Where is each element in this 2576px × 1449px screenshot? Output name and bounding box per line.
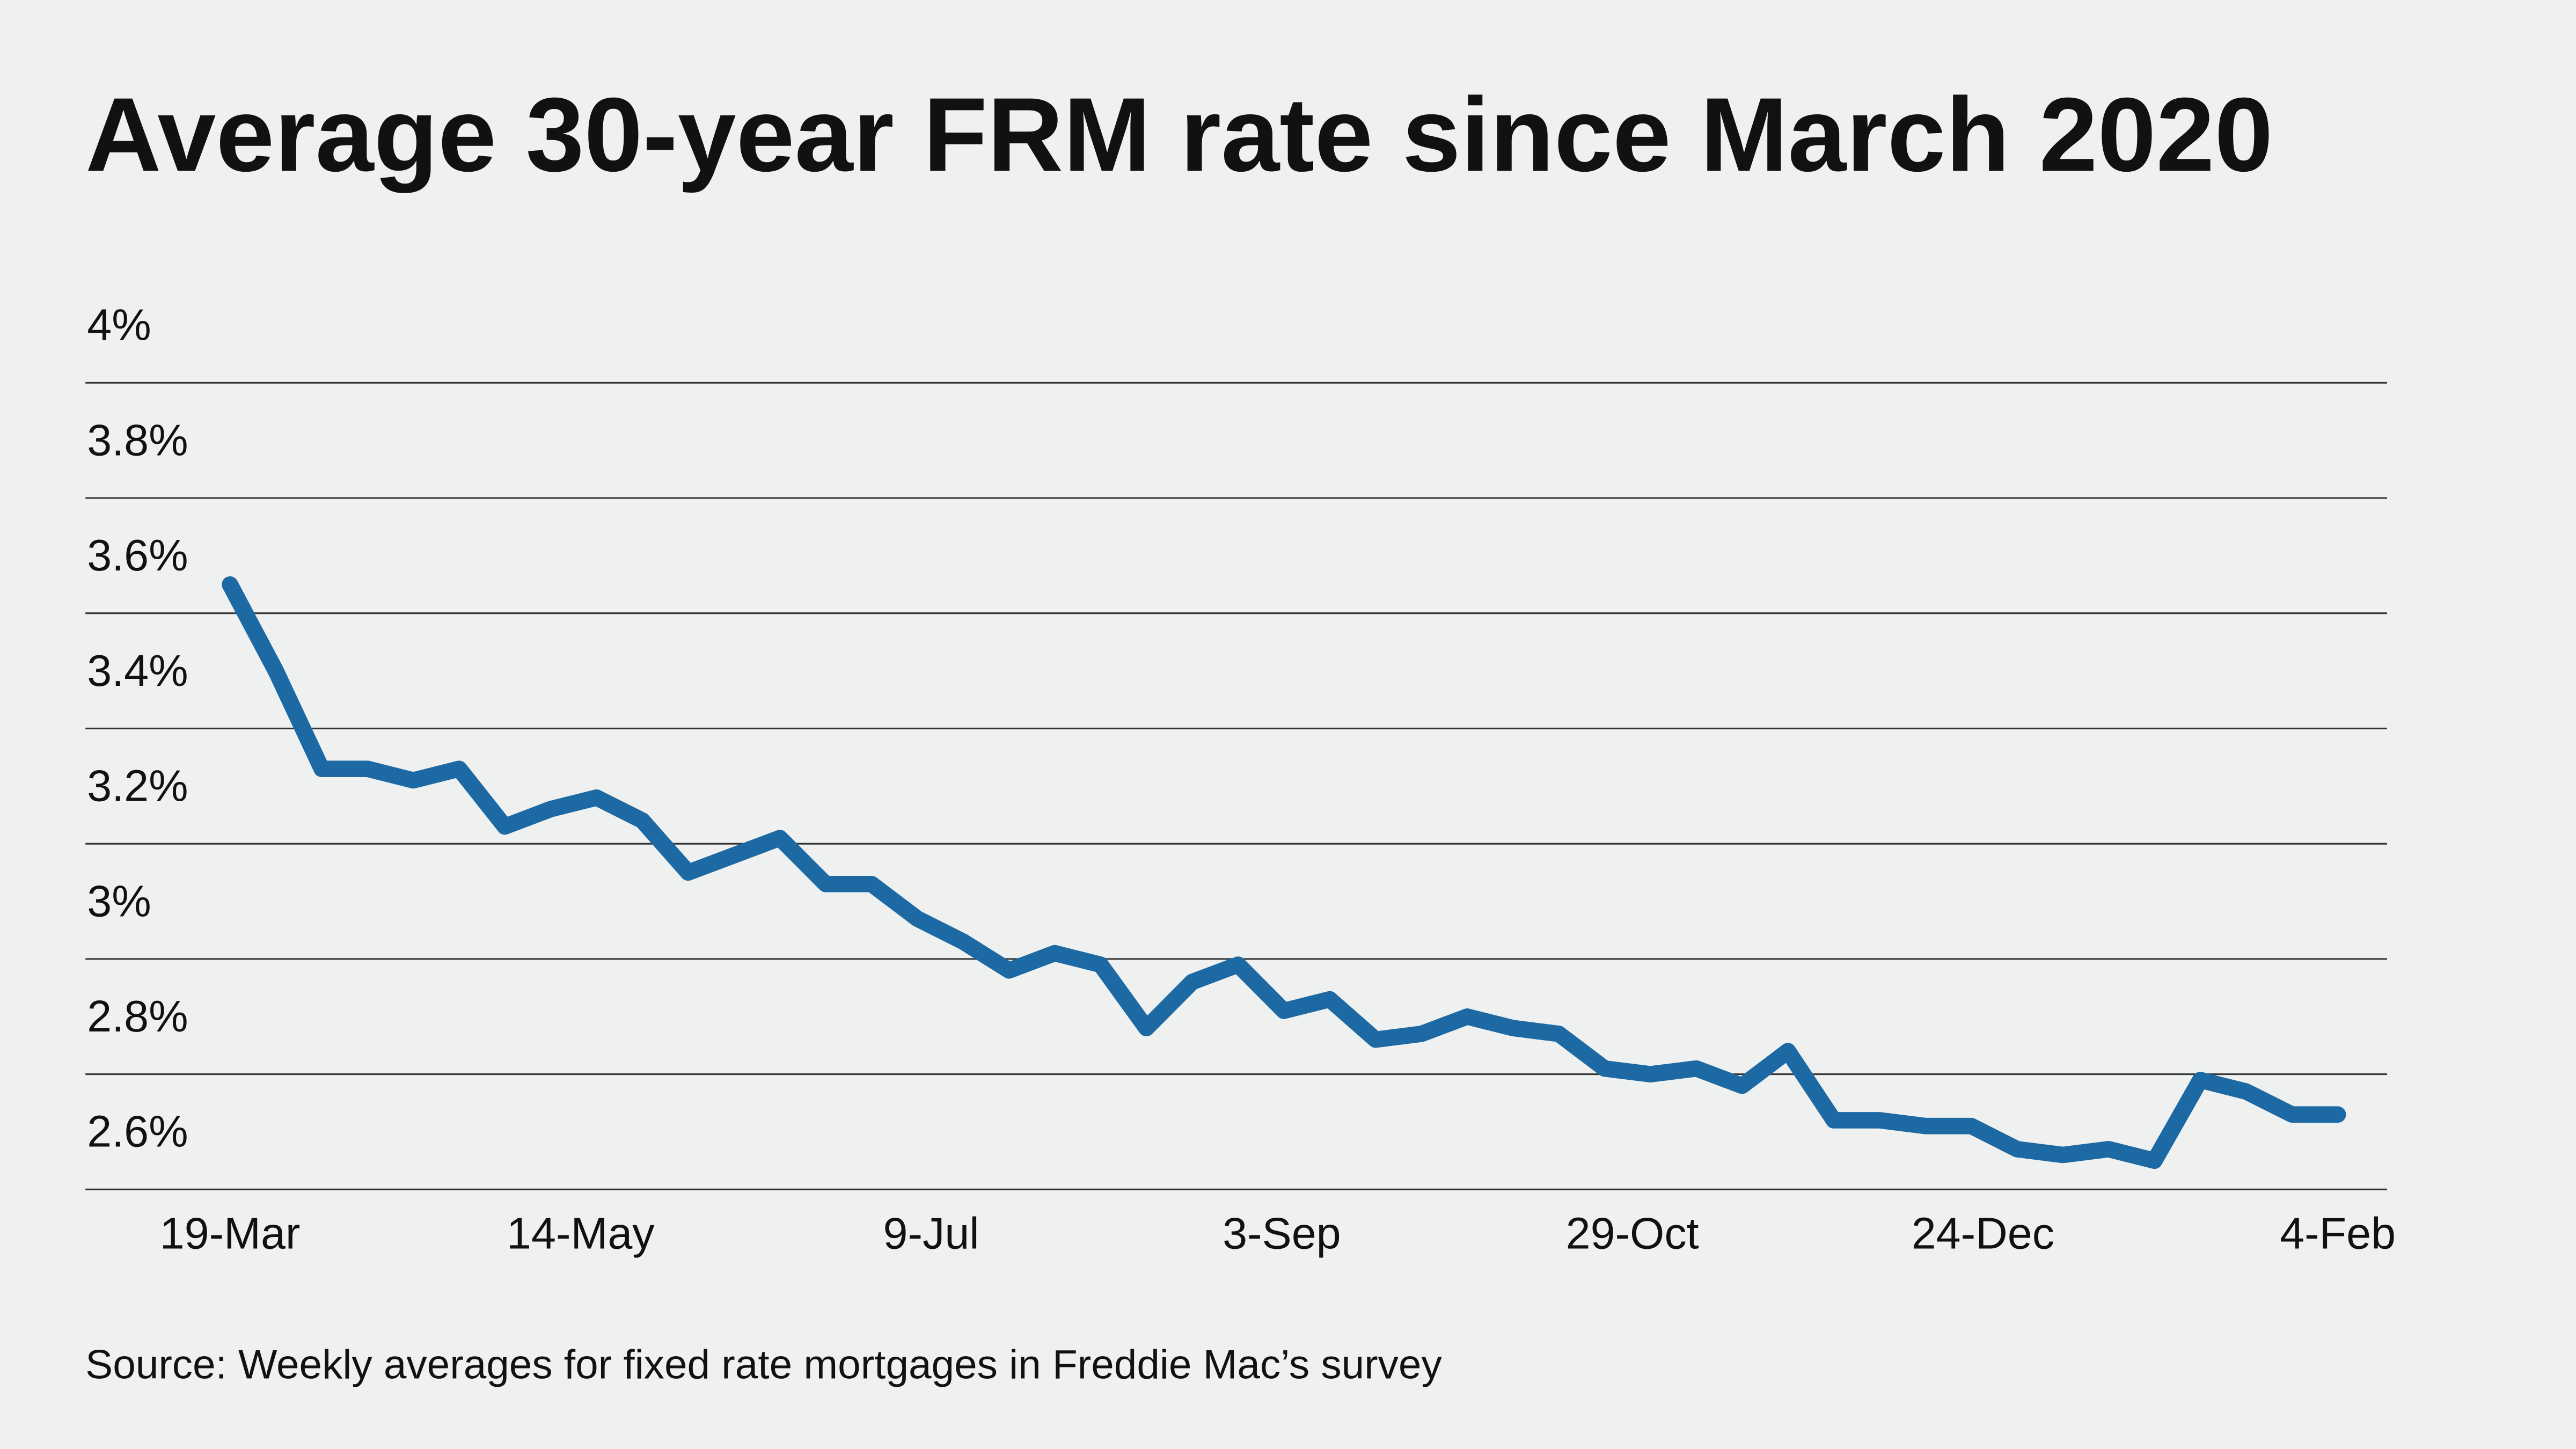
y-tick-label: 4% bbox=[87, 300, 151, 350]
x-tick-label: 24-Dec bbox=[1912, 1209, 2054, 1258]
y-tick-label: 2.8% bbox=[87, 991, 188, 1041]
data-point bbox=[1238, 964, 1239, 965]
y-tick-label: 3.4% bbox=[87, 646, 188, 696]
x-tick-label: 14-May bbox=[507, 1209, 655, 1258]
chart-title: Average 30-year FRM rate since March 202… bbox=[85, 76, 2273, 193]
data-point bbox=[1879, 1120, 1880, 1121]
x-tick-label: 9-Jul bbox=[883, 1209, 979, 1258]
y-tick-label: 2.6% bbox=[87, 1107, 188, 1157]
data-point bbox=[1329, 999, 1330, 1000]
data-point bbox=[504, 826, 506, 827]
data-point bbox=[917, 918, 918, 919]
data-point bbox=[2154, 1160, 2155, 1161]
data-point bbox=[413, 780, 414, 781]
x-tick-label: 4-Feb bbox=[2280, 1209, 2396, 1258]
y-tick-label: 3.2% bbox=[87, 761, 188, 811]
y-tick-label: 3.6% bbox=[87, 530, 188, 580]
x-tick-label: 19-Mar bbox=[160, 1209, 301, 1258]
data-point bbox=[596, 797, 597, 798]
y-tick-label: 3.8% bbox=[87, 415, 188, 465]
x-tick-label: 3-Sep bbox=[1223, 1209, 1341, 1258]
x-tick-label: 29-Oct bbox=[1566, 1209, 1699, 1258]
data-point bbox=[1467, 1016, 1468, 1017]
x-axis-ticks: 19-Mar 14-May 9-Jul 3-Sep 29-Oct 24-Dec 4-Feb bbox=[160, 1209, 2396, 1258]
y-axis-ticks: 4% 3.8% 3.6% 3.4% 3.2% 3% 2.8% 2.6% bbox=[87, 300, 188, 1157]
y-tick-label: 3% bbox=[87, 876, 151, 926]
source-note: Source: Weekly averages for fixed rate m… bbox=[85, 1342, 1442, 1387]
